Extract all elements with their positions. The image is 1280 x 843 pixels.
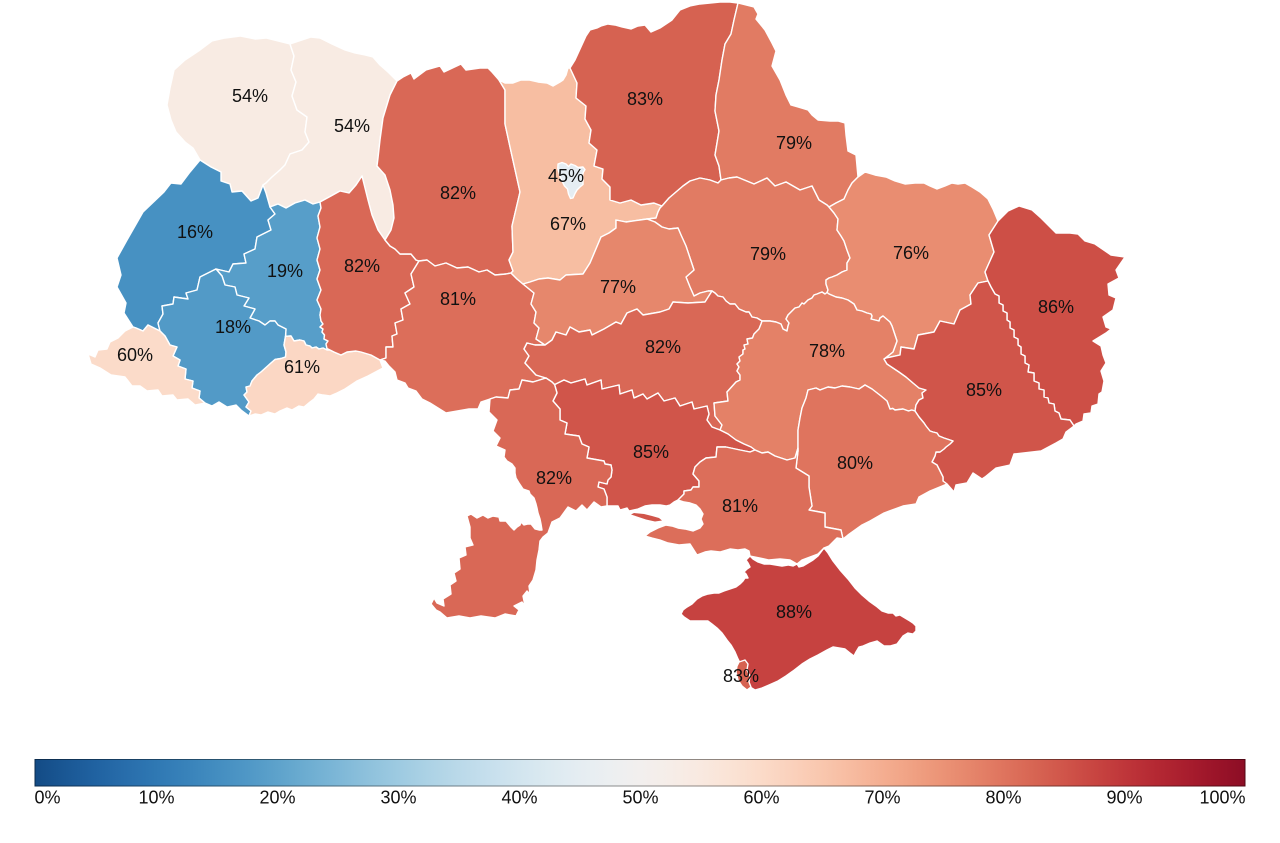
svg-text:90%: 90% (1106, 788, 1142, 808)
svg-text:76%: 76% (893, 243, 929, 263)
svg-text:18%: 18% (215, 317, 251, 337)
svg-text:78%: 78% (809, 341, 845, 361)
svg-text:80%: 80% (985, 788, 1021, 808)
svg-text:79%: 79% (776, 133, 812, 153)
svg-text:54%: 54% (232, 86, 268, 106)
svg-text:0%: 0% (35, 788, 61, 808)
svg-text:85%: 85% (633, 442, 669, 462)
svg-text:67%: 67% (550, 214, 586, 234)
svg-text:16%: 16% (177, 222, 213, 242)
svg-text:82%: 82% (536, 468, 572, 488)
svg-text:82%: 82% (344, 256, 380, 276)
svg-text:81%: 81% (722, 496, 758, 516)
svg-text:88%: 88% (776, 602, 812, 622)
svg-text:80%: 80% (837, 453, 873, 473)
svg-text:70%: 70% (864, 788, 900, 808)
svg-text:30%: 30% (380, 788, 416, 808)
svg-text:83%: 83% (627, 89, 663, 109)
svg-text:86%: 86% (1038, 297, 1074, 317)
svg-text:82%: 82% (440, 183, 476, 203)
svg-text:60%: 60% (743, 788, 779, 808)
svg-text:77%: 77% (600, 277, 636, 297)
svg-text:54%: 54% (334, 116, 370, 136)
svg-text:83%: 83% (723, 666, 759, 686)
svg-text:50%: 50% (622, 788, 658, 808)
svg-text:81%: 81% (440, 289, 476, 309)
svg-text:82%: 82% (645, 337, 681, 357)
svg-text:45%: 45% (548, 166, 584, 186)
svg-text:20%: 20% (259, 788, 295, 808)
svg-text:61%: 61% (284, 357, 320, 377)
svg-text:40%: 40% (501, 788, 537, 808)
svg-text:85%: 85% (966, 380, 1002, 400)
svg-text:79%: 79% (750, 244, 786, 264)
svg-text:10%: 10% (138, 788, 174, 808)
svg-text:100%: 100% (1199, 788, 1245, 808)
svg-text:60%: 60% (117, 345, 153, 365)
svg-text:19%: 19% (267, 261, 303, 281)
